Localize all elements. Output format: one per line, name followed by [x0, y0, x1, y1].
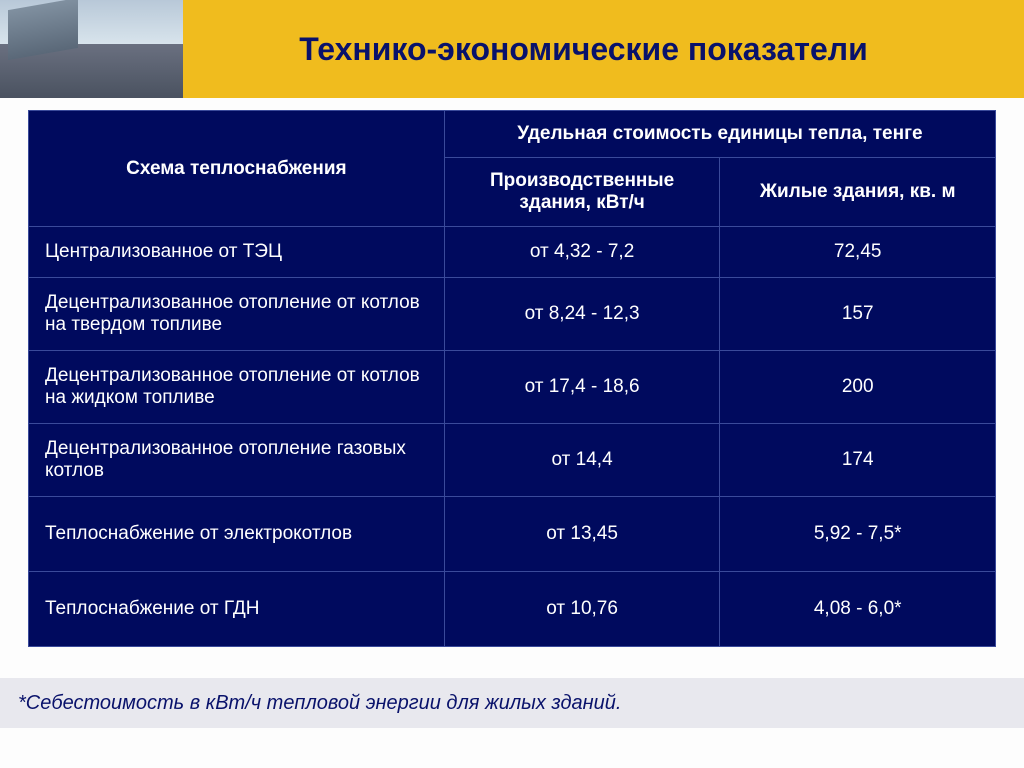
col-header-group: Удельная стоимость единицы тепла, тенге — [444, 111, 995, 158]
row-value-residential: 4,08 - 6,0* — [720, 572, 996, 647]
row-value-industrial: от 13,45 — [444, 497, 720, 572]
header-photo — [0, 0, 183, 98]
row-label: Теплоснабжение от ГДН — [29, 572, 445, 647]
row-value-residential: 174 — [720, 424, 996, 497]
row-value-industrial: от 10,76 — [444, 572, 720, 647]
content-area: Схема теплоснабжения Удельная стоимость … — [0, 98, 1024, 647]
row-label: Децентрализованное отопление газовых кот… — [29, 424, 445, 497]
indicators-table: Схема теплоснабжения Удельная стоимость … — [28, 110, 996, 647]
col-header-industrial: Производственные здания, кВт/ч — [444, 158, 720, 227]
row-label: Централизованное от ТЭЦ — [29, 227, 445, 278]
row-value-industrial: от 8,24 - 12,3 — [444, 278, 720, 351]
row-value-residential: 5,92 - 7,5* — [720, 497, 996, 572]
table-body: Централизованное от ТЭЦот 4,32 - 7,272,4… — [29, 227, 996, 647]
col-header-schema: Схема теплоснабжения — [29, 111, 445, 227]
table-row: Централизованное от ТЭЦот 4,32 - 7,272,4… — [29, 227, 996, 278]
table-row: Теплоснабжение от ГДНот 10,764,08 - 6,0* — [29, 572, 996, 647]
building-shape — [8, 0, 78, 60]
slide-header: Технико-экономические показатели — [0, 0, 1024, 98]
row-value-residential: 200 — [720, 351, 996, 424]
table-row: Теплоснабжение от электрокотловот 13,455… — [29, 497, 996, 572]
slide-title: Технико-экономические показатели — [183, 31, 1024, 68]
table-row: Децентрализованное отопление газовых кот… — [29, 424, 996, 497]
row-value-industrial: от 4,32 - 7,2 — [444, 227, 720, 278]
table-row: Децентрализованное отопление от котлов н… — [29, 278, 996, 351]
row-value-residential: 72,45 — [720, 227, 996, 278]
col-header-residential: Жилые здания, кв. м — [720, 158, 996, 227]
table-row: Децентрализованное отопление от котлов н… — [29, 351, 996, 424]
footer-bar: *Себестоимость в кВт/ч тепловой энергии … — [0, 678, 1024, 728]
row-value-industrial: от 14,4 — [444, 424, 720, 497]
row-value-residential: 157 — [720, 278, 996, 351]
row-label: Децентрализованное отопление от котлов н… — [29, 278, 445, 351]
row-label: Теплоснабжение от электрокотлов — [29, 497, 445, 572]
row-label: Децентрализованное отопление от котлов н… — [29, 351, 445, 424]
row-value-industrial: от 17,4 - 18,6 — [444, 351, 720, 424]
footnote-text: *Себестоимость в кВт/ч тепловой энергии … — [18, 692, 621, 715]
